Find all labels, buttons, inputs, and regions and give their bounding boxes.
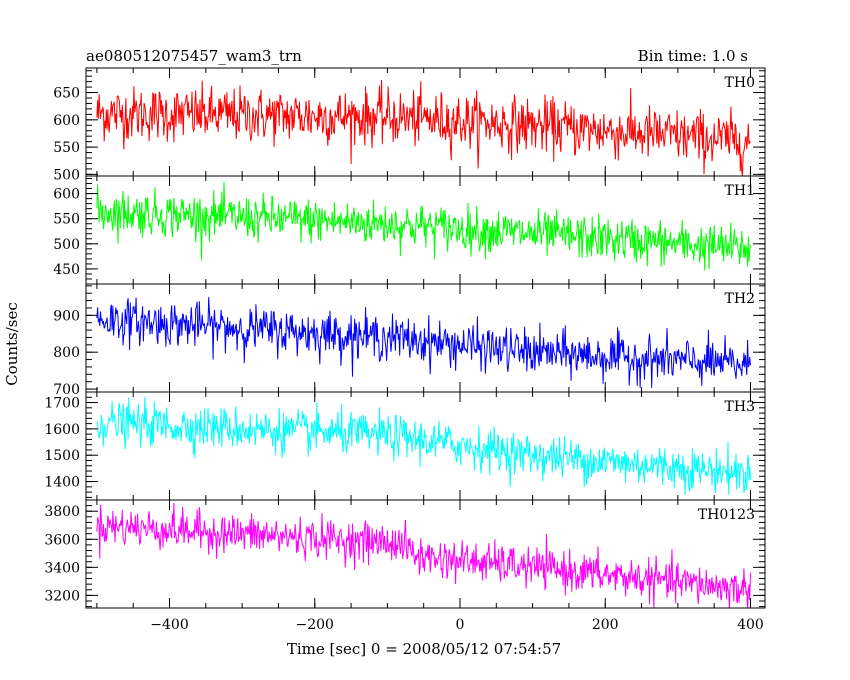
y-tick-label: 500 [53,237,80,253]
y-tick-label: 900 [53,308,80,324]
y-tick-label: 650 [53,86,80,102]
y-tick-label: 1400 [44,475,80,491]
x-axis: −400 −200 0 200 400 [150,617,764,633]
y-tick-label: 3200 [44,588,80,604]
y-tick-label: 3800 [44,504,80,520]
y-tick-label: 800 [53,345,80,361]
y-tick-label: 500 [53,167,80,183]
series-line-th3 [96,396,751,496]
chart-title: ae080512075457_wam3_trn [86,47,302,65]
y-tick-label: 1600 [44,422,80,438]
panel-label-th2: TH2 [725,291,755,307]
y-tick-label: 1700 [44,396,80,412]
y-tick-label: 550 [53,212,80,228]
x-tick-label: 0 [456,617,465,633]
panel-frame [85,499,766,609]
series-line-th0 [96,79,751,176]
panel-th0: 500 550 600 650 TH0 [53,67,766,183]
panel-th2: 700 800 900 TH2 [53,283,766,398]
y-tick-label: 450 [53,262,80,278]
y-tick-label: 600 [53,113,80,129]
bin-time-label: Bin time: 1.0 s [638,47,748,65]
y-axis-label: Counts/sec [3,302,21,386]
y-tick-label: 550 [53,140,80,156]
x-tick-label: −400 [150,617,188,633]
panel-label-th0123: TH0123 [698,507,755,523]
series-line-th0123 [96,502,751,608]
panel-label-th0: TH0 [725,75,755,91]
y-tick-label: 700 [53,382,80,398]
x-tick-label: 400 [737,617,764,633]
panel-label-th3: TH3 [725,399,755,415]
panel-th0123: 3200 3400 3600 3800 TH0123 [44,499,766,609]
series-line-th1 [96,181,751,271]
panel-frame [85,67,766,177]
y-tick-label: 3600 [44,532,80,548]
panel-th3: 1400 1500 1600 1700 TH3 [44,391,766,501]
y-tick-label: 3400 [44,560,80,576]
panel-th1: 450 500 550 600 TH1 [53,175,766,285]
series-line-th2 [96,297,751,388]
x-axis-label: Time [sec] 0 = 2008/05/12 07:54:57 [287,640,561,658]
panels: 500 550 600 650 TH0 450 500 550 600 TH1 700 800 900 T… [44,67,766,609]
x-tick-label: −200 [296,617,334,633]
y-tick-label: 600 [53,187,80,203]
x-tick-label: 200 [592,617,619,633]
panel-label-th1: TH1 [725,183,755,199]
y-tick-label: 1500 [44,448,80,464]
panel-frame [85,391,766,501]
